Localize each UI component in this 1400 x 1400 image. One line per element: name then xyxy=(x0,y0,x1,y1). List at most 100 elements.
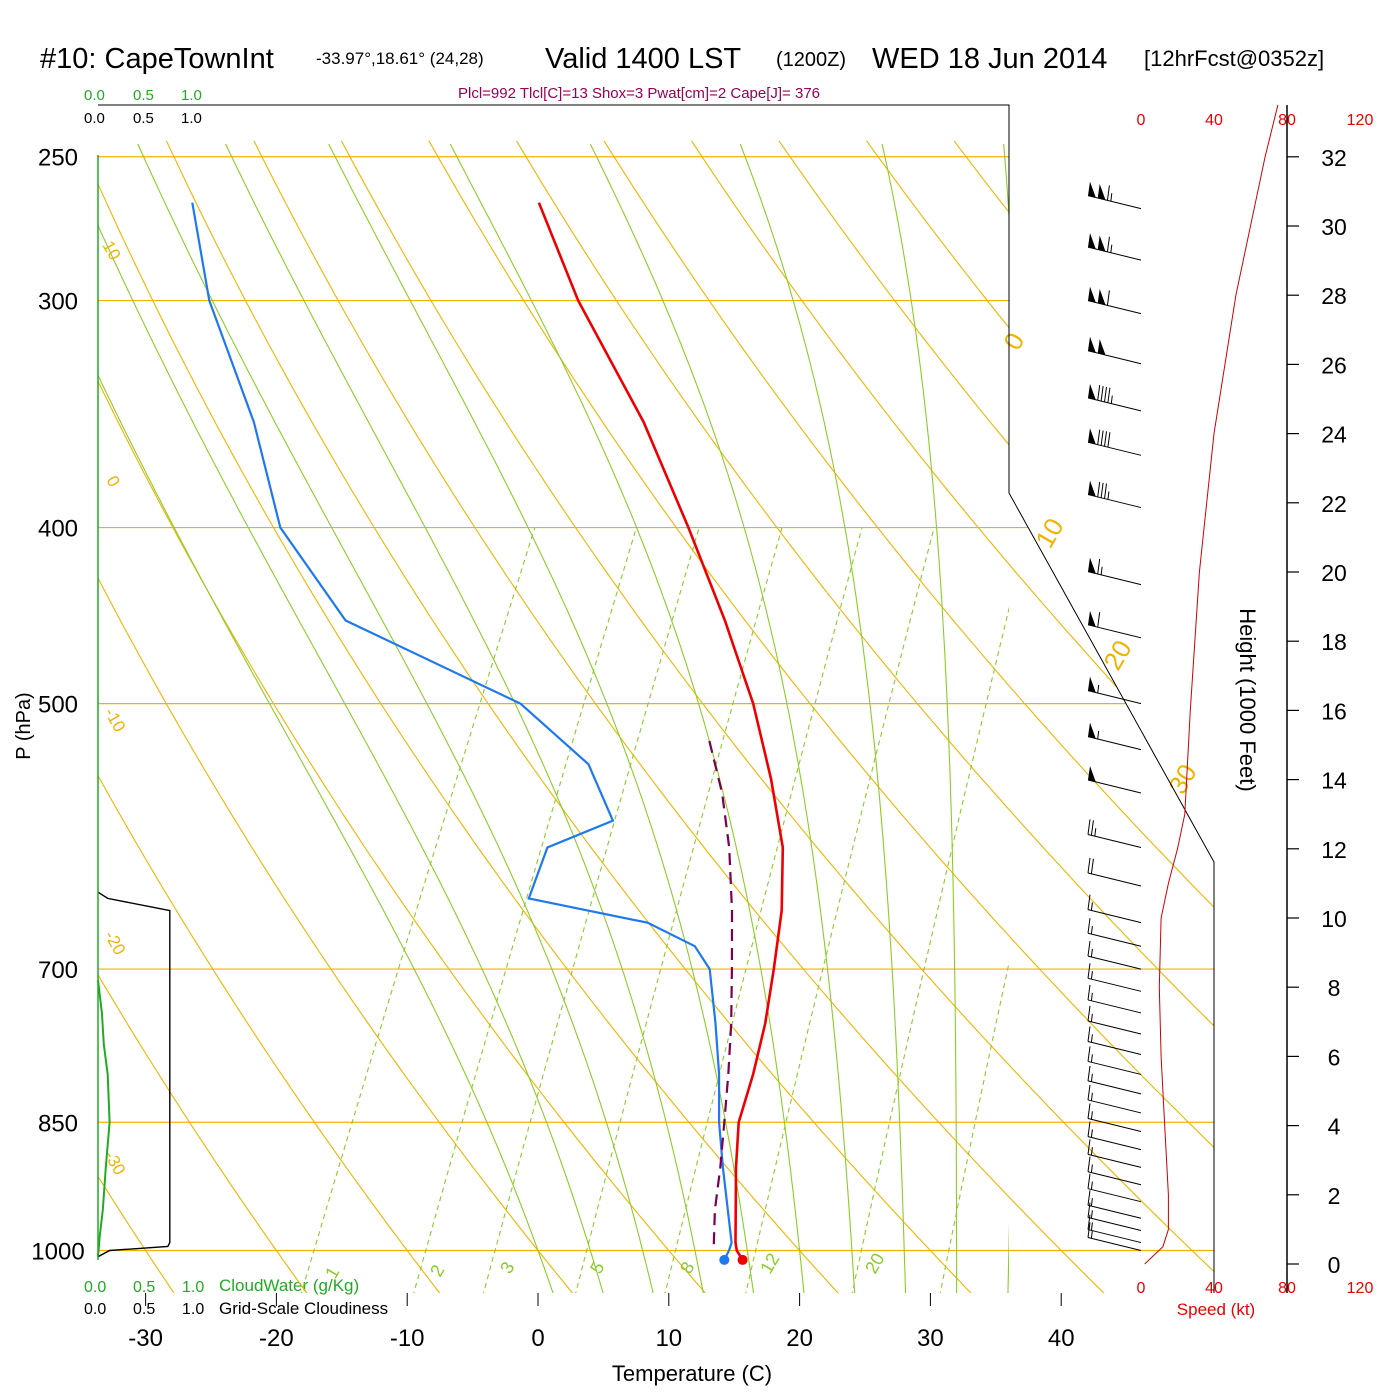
pressure-tick-label: 1000 xyxy=(31,1239,84,1266)
dry-adiabat-label: 0 xyxy=(103,473,124,491)
valid-time: Valid 1400 LST xyxy=(545,43,741,75)
height-tick-label: 10 xyxy=(1321,906,1347,932)
wind-barb-staff xyxy=(1087,1099,1142,1114)
wind-barb-feather xyxy=(1087,918,1091,934)
cloudiness-profile xyxy=(97,891,171,1258)
temperature-tick-label: -30 xyxy=(128,1325,163,1352)
wind-barb-flag xyxy=(1088,557,1096,574)
wind-barb-staff xyxy=(1087,1040,1142,1055)
wind-barb-feather xyxy=(1087,941,1091,957)
cloudiness-tick-top-2: 1.0 xyxy=(181,110,202,127)
cloudwater-tick-bottom-0: 0.0 xyxy=(84,1279,106,1296)
wind-barb-flag xyxy=(1088,676,1096,693)
wind-barb-feather xyxy=(1087,1046,1091,1062)
wind-barb-staff xyxy=(1087,246,1142,261)
wind-barb-half-feather xyxy=(1090,1230,1093,1239)
wind-barb-staff xyxy=(1087,1188,1142,1203)
speed-tick-bottom-3: 120 xyxy=(1347,1280,1374,1297)
wind-barb-staff xyxy=(1087,195,1142,210)
wind-barb-half-feather xyxy=(1110,244,1113,253)
mixing-ratio-label: 12 xyxy=(756,1250,783,1277)
wind-barb-half-feather xyxy=(1090,1129,1093,1138)
wind-barb xyxy=(1087,819,1142,848)
wind-barb-half-feather xyxy=(1100,566,1103,575)
cloudiness-tick-top-0: 0.0 xyxy=(84,110,105,127)
wind-barb-staff xyxy=(1087,955,1142,970)
dry-adiabat xyxy=(98,140,177,1293)
wind-barb xyxy=(1087,383,1142,412)
wind-barb xyxy=(1087,336,1142,365)
cloud-profiles xyxy=(97,155,171,1260)
wind-barb-staff xyxy=(1087,300,1142,315)
wind-barb-staff xyxy=(1087,1204,1142,1219)
dry-adiabat xyxy=(428,140,1214,1293)
wind-barb-staff xyxy=(1087,350,1142,365)
mixing-ratio-label: 8 xyxy=(676,1258,698,1277)
wind-barb xyxy=(1087,857,1142,887)
wind-barb-half-feather xyxy=(1090,1054,1093,1063)
speed-tick-bottom-0: 0 xyxy=(1137,1280,1146,1297)
wind-barb-staff xyxy=(1087,1020,1142,1035)
moist-adiabat xyxy=(137,143,654,1293)
wind-barb-flag xyxy=(1088,181,1096,198)
moist-adiabat xyxy=(328,143,755,1293)
wind-barb-flag xyxy=(1097,235,1106,252)
wind-barb xyxy=(1087,1214,1142,1244)
wind-barb-flag xyxy=(1088,610,1096,627)
wind-barb-feather xyxy=(1097,481,1101,498)
speed-tick-top-3: 120 xyxy=(1347,112,1374,129)
cloud-scale-bottom: 0.0 0.5 1.0 CloudWater (g/Kg) 0.0 0.5 1.… xyxy=(84,1276,388,1318)
wind-barb xyxy=(1087,894,1142,924)
dry-adiabat xyxy=(98,140,576,1293)
wind-barb-half-feather xyxy=(1110,193,1113,202)
pressure-tick-label: 700 xyxy=(38,957,78,984)
x-axis-label: Temperature (C) xyxy=(612,1361,772,1386)
speed-axis: 0 40 80 120 0 40 80 120 Speed (kt) xyxy=(1137,112,1374,1319)
moist-adiabat xyxy=(881,143,958,1293)
wind-barb-staff xyxy=(1087,690,1142,705)
wind-barb xyxy=(1087,1005,1142,1035)
wind-barb-flag xyxy=(1088,336,1096,353)
wind-barb xyxy=(1087,1046,1142,1075)
wind-barb-feather xyxy=(1087,1190,1091,1206)
dry-adiabat xyxy=(1304,141,1400,1297)
wind-barb-staff xyxy=(1087,1171,1142,1186)
height-tick-label: 8 xyxy=(1328,975,1341,1001)
wind-barb xyxy=(1087,918,1142,947)
dry-adiabat xyxy=(1128,140,1214,1293)
dry-adiabat-label: -10 xyxy=(101,705,130,736)
wind-barb-staff xyxy=(1087,999,1142,1014)
moist-adiabat xyxy=(1003,143,1009,1293)
wind-barb-half-feather xyxy=(1090,1210,1093,1219)
wind-barb-feather xyxy=(1087,1139,1091,1155)
wind-barb-flag xyxy=(1088,480,1096,497)
wind-barb-feather xyxy=(1104,431,1108,447)
wind-barb xyxy=(1087,1139,1142,1168)
wind-barb-feather xyxy=(1104,483,1108,499)
cloudiness-tick-bottom-0: 0.0 xyxy=(84,1301,106,1318)
moist-adiabat xyxy=(589,143,856,1293)
cloudiness-tick-bottom-2: 1.0 xyxy=(182,1301,204,1318)
dry-adiabat xyxy=(340,140,1214,1293)
dry-adiabat-label: 20 xyxy=(1097,635,1137,675)
temperature-tick-label: 20 xyxy=(786,1325,813,1352)
temperature-tick-label: -10 xyxy=(390,1325,425,1352)
wind-barb xyxy=(1087,1026,1142,1055)
plot-frame xyxy=(98,104,1215,1293)
cloudwater-tick-top-0: 0.0 xyxy=(84,87,105,104)
wind-barb-flag xyxy=(1088,766,1096,782)
height-tick-label: 26 xyxy=(1321,352,1347,378)
mixing-ratio-label: 5 xyxy=(586,1258,608,1277)
wind-barb-staff xyxy=(1087,1136,1142,1151)
dewpoint-line xyxy=(191,202,733,1261)
wind-barb-half-feather xyxy=(1090,1073,1093,1082)
dry-adiabat xyxy=(253,140,1108,1293)
surface-temperature-dot xyxy=(737,1254,748,1265)
mixing-ratio-line xyxy=(939,960,1009,1293)
wind-barb-staff xyxy=(1087,1118,1142,1132)
valid-date: WED 18 Jun 2014 xyxy=(872,43,1107,75)
height-tick-label: 18 xyxy=(1321,629,1347,655)
